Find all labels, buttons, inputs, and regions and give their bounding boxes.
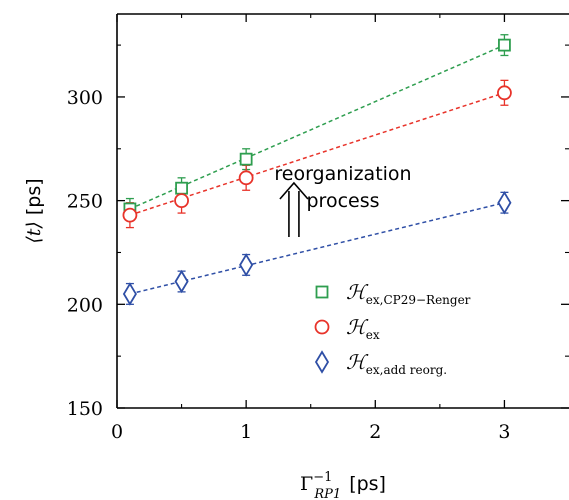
data-point — [497, 85, 512, 101]
legend-label: ℋex — [346, 315, 380, 342]
double-arrow-icon — [279, 181, 309, 237]
legend-marker — [315, 285, 329, 299]
x-axis-label-unit: [ps] — [349, 473, 386, 495]
tick-labels: 0 1 2 3 150 200 250 300 — [67, 87, 511, 443]
y-tick-label: 200 — [67, 294, 103, 316]
fit-line — [129, 44, 505, 210]
data-point — [239, 152, 253, 166]
y-axis-label: ⟨t⟩ [ps] — [23, 178, 45, 243]
data-point — [174, 269, 189, 294]
annotation-text: reorganization process — [274, 163, 411, 212]
x-tick-label: 1 — [240, 421, 252, 443]
legend-label-main: ℋ — [346, 280, 369, 304]
legend-label-main: ℋ — [346, 315, 369, 339]
legend-marker — [314, 350, 330, 374]
legend-label: ℋex,CP29−Renger — [346, 280, 471, 307]
axis-ticks — [116, 14, 569, 409]
fit-line — [129, 92, 505, 216]
data-point — [175, 181, 188, 195]
y-tick-label: 150 — [67, 398, 103, 420]
annotation-line: reorganization — [274, 163, 411, 185]
legend-label: ℋex,add reorg. — [346, 350, 447, 377]
x-axis-label-sub: RP1 — [313, 487, 341, 500]
data-point — [497, 190, 512, 215]
x-tick-label: 0 — [111, 421, 123, 443]
x-axis-label-main: Γ — [300, 473, 313, 495]
fit-lines — [129, 44, 505, 295]
x-axis-label-sup: −1 — [313, 470, 332, 485]
legend-marker — [314, 319, 330, 335]
data-point — [239, 253, 254, 277]
y-tick-label: 250 — [67, 191, 103, 213]
arrow-head — [279, 181, 309, 200]
data-point — [122, 282, 137, 306]
data-point — [174, 193, 189, 209]
fit-line — [129, 201, 505, 295]
legend-label-sub: ex,CP29−Renger — [366, 293, 471, 307]
data-point — [238, 170, 254, 186]
annotation-line: process — [306, 190, 379, 212]
x-tick-label: 3 — [498, 421, 510, 443]
x-tick-label: 2 — [369, 421, 381, 443]
y-axis-label-unit: [ps] — [23, 178, 45, 215]
data-point — [122, 207, 138, 223]
data-markers — [122, 38, 512, 306]
data-point — [498, 38, 511, 52]
legend-label-sub: ex — [366, 328, 380, 342]
plot-area — [116, 13, 569, 409]
y-tick-label: 300 — [67, 87, 103, 109]
legend-label-main: ℋ — [346, 350, 369, 374]
y-axis-label-main: ⟨t⟩ — [23, 221, 45, 243]
legend-label-sub: ex,add reorg. — [366, 363, 447, 377]
x-axis-label: Γ−1 RP1 [ps] — [300, 470, 386, 500]
